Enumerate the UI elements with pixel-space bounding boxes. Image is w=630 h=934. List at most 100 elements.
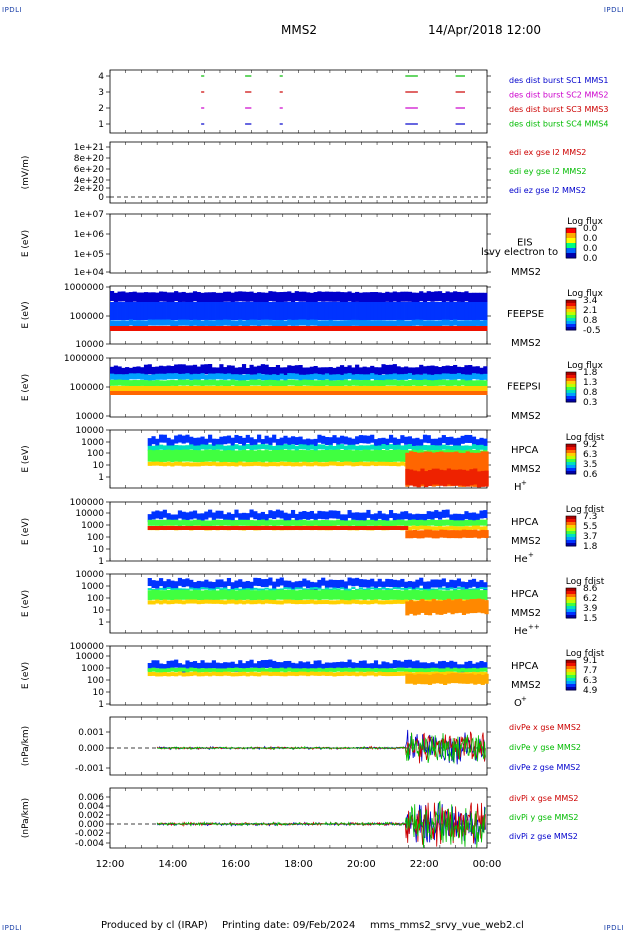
charge-label: +	[528, 551, 534, 559]
x-tick-label: 20:00	[347, 859, 376, 870]
colorbar-tick-label: 0.8	[583, 316, 598, 326]
y-tick-label: 10000	[75, 570, 104, 580]
hpca_o-spectrogram	[147, 659, 489, 685]
spacecraft-label: MMS2	[511, 536, 541, 547]
colorbar-tick-label: 9.2	[583, 440, 597, 450]
colorbar-tick-label: 3.7	[583, 532, 597, 542]
legend-entry: des dist burst SC4 MMS4	[509, 120, 608, 129]
colorbar-title: Log fdist	[566, 577, 605, 587]
y-tick-label: 0.002	[78, 811, 104, 821]
charge-label: +	[521, 695, 527, 703]
y-tick-label: 1	[98, 557, 104, 567]
y-axis-label: E (eV)	[21, 590, 31, 617]
y-tick-label: 1e+04	[74, 268, 105, 278]
colorbar-title: Log fdist	[566, 505, 605, 515]
corner-mark-tr: IPDLI	[603, 6, 624, 14]
charge-label: +	[521, 479, 527, 487]
y-tick-label: -0.002	[75, 829, 104, 839]
x-tick-label: 12:00	[96, 859, 125, 870]
y-tick-label: 100000	[70, 498, 105, 508]
colorbar-tick-label: 2.1	[583, 306, 597, 316]
y-tick-label: 10	[93, 606, 105, 616]
colorbar-tick-label: 0.3	[583, 398, 597, 408]
y-axis-label: E (eV)	[21, 445, 31, 472]
series-line	[156, 800, 486, 848]
y-tick-label: 1e+21	[74, 143, 104, 153]
y-tick-label: 1	[98, 618, 104, 628]
y-tick-label: 100000	[70, 312, 105, 322]
y-axis-label: E (eV)	[21, 518, 31, 545]
y-tick-label: 100	[87, 676, 104, 686]
colorbar-tick-label: 6.3	[583, 450, 597, 460]
x-tick-label: 16:00	[221, 859, 250, 870]
colorbar-title: Log flux	[567, 289, 603, 299]
y-tick-label: 1	[98, 473, 104, 483]
y-tick-label: 10	[93, 545, 105, 555]
footer-filename: mms_mms2_srvy_vue_web2.cl	[370, 920, 524, 931]
y-tick-label: 10000	[75, 426, 104, 436]
y-tick-label: 1e+07	[74, 210, 104, 220]
feepsi-spectrogram	[110, 364, 488, 395]
header-spacecraft: MMS2	[281, 23, 317, 37]
y-tick-label: 1000	[81, 521, 104, 531]
instrument-label: FEEPSE	[507, 309, 544, 320]
y-tick-label: 2	[98, 104, 104, 114]
colorbar-tick-label: 5.5	[583, 522, 597, 532]
colorbar-tick-label: 6.3	[583, 676, 597, 686]
legend-entry: des dist burst SC2 MMS2	[509, 91, 608, 100]
panel-frame-burst	[109, 69, 488, 134]
colorbar-tick-label: 0.0	[583, 244, 598, 254]
legend-entry: divPi y gse MMS2	[509, 813, 578, 822]
colorbar-tick-label: 1.8	[583, 368, 598, 378]
colorbar-tick-label: 8.6	[583, 584, 598, 594]
y-tick-label: 1	[98, 700, 104, 710]
colorbar-tick-label: 0.6	[583, 470, 598, 480]
y-tick-label: 10	[93, 688, 105, 698]
colorbar-title: Log flux	[567, 217, 603, 227]
y-axis-label: (mV/m)	[21, 156, 31, 190]
y-tick-label: 10000	[75, 340, 104, 350]
charge-label: ++	[528, 623, 540, 631]
y-tick-label: 10	[93, 461, 105, 471]
feepse-spectrogram	[110, 291, 488, 331]
y-axis-label: (nPa/km)	[21, 726, 31, 766]
y-tick-label: 1e+05	[74, 250, 104, 260]
instrument-label: FEEPSI	[507, 382, 541, 393]
instrument-label: HPCA	[511, 589, 539, 600]
colorbar-title: Log fdist	[566, 433, 605, 443]
spacecraft-label: MMS2	[511, 464, 541, 475]
legend-entry: divPe y gse MMS2	[509, 743, 581, 752]
legend-entry: des dist burst SC1 MMS1	[509, 76, 608, 85]
y-tick-label: 0.001	[78, 728, 104, 738]
colorbar-tick-label: 6.2	[583, 594, 597, 604]
legend-entry: divPe z gse MMS2	[509, 763, 580, 772]
spacecraft-label: MMS2	[511, 267, 541, 278]
divpe-series	[110, 729, 487, 765]
spacecraft-label: MMS2	[511, 411, 541, 422]
y-tick-label: 10000	[75, 412, 104, 422]
legend-entry: edi ey gse l2 MMS2	[509, 167, 587, 176]
hpca_he-spectrogram	[147, 509, 489, 539]
panel-frame-edi	[109, 141, 488, 204]
colorbar-tick-label: 9.1	[583, 656, 597, 666]
species-label: He	[514, 626, 528, 637]
y-tick-label: 8e+20	[74, 154, 105, 164]
y-tick-label: 2e+20	[74, 184, 105, 194]
species-label: H	[514, 482, 522, 493]
y-tick-label: 1000000	[64, 354, 104, 364]
colorbar-eis	[565, 227, 577, 259]
y-axis-label: E (eV)	[21, 662, 31, 689]
hpca_hepp-spectrogram	[147, 577, 489, 616]
y-tick-label: 0.000	[78, 744, 104, 754]
overlay-label: lsvy electron to	[481, 247, 558, 258]
y-axis-label: E (eV)	[21, 230, 31, 257]
colorbar-tick-label: 0.8	[583, 388, 598, 398]
y-tick-label: 0.000	[78, 820, 104, 830]
colorbar-tick-label: 0.0	[583, 254, 598, 264]
colorbar-tick-label: 1.3	[583, 378, 597, 388]
colorbar-hpca_hepp	[565, 587, 577, 619]
x-tick-label: 22:00	[410, 859, 439, 870]
spacecraft-label: MMS2	[511, 680, 541, 691]
corner-mark-tl: IPDLI	[2, 6, 23, 14]
